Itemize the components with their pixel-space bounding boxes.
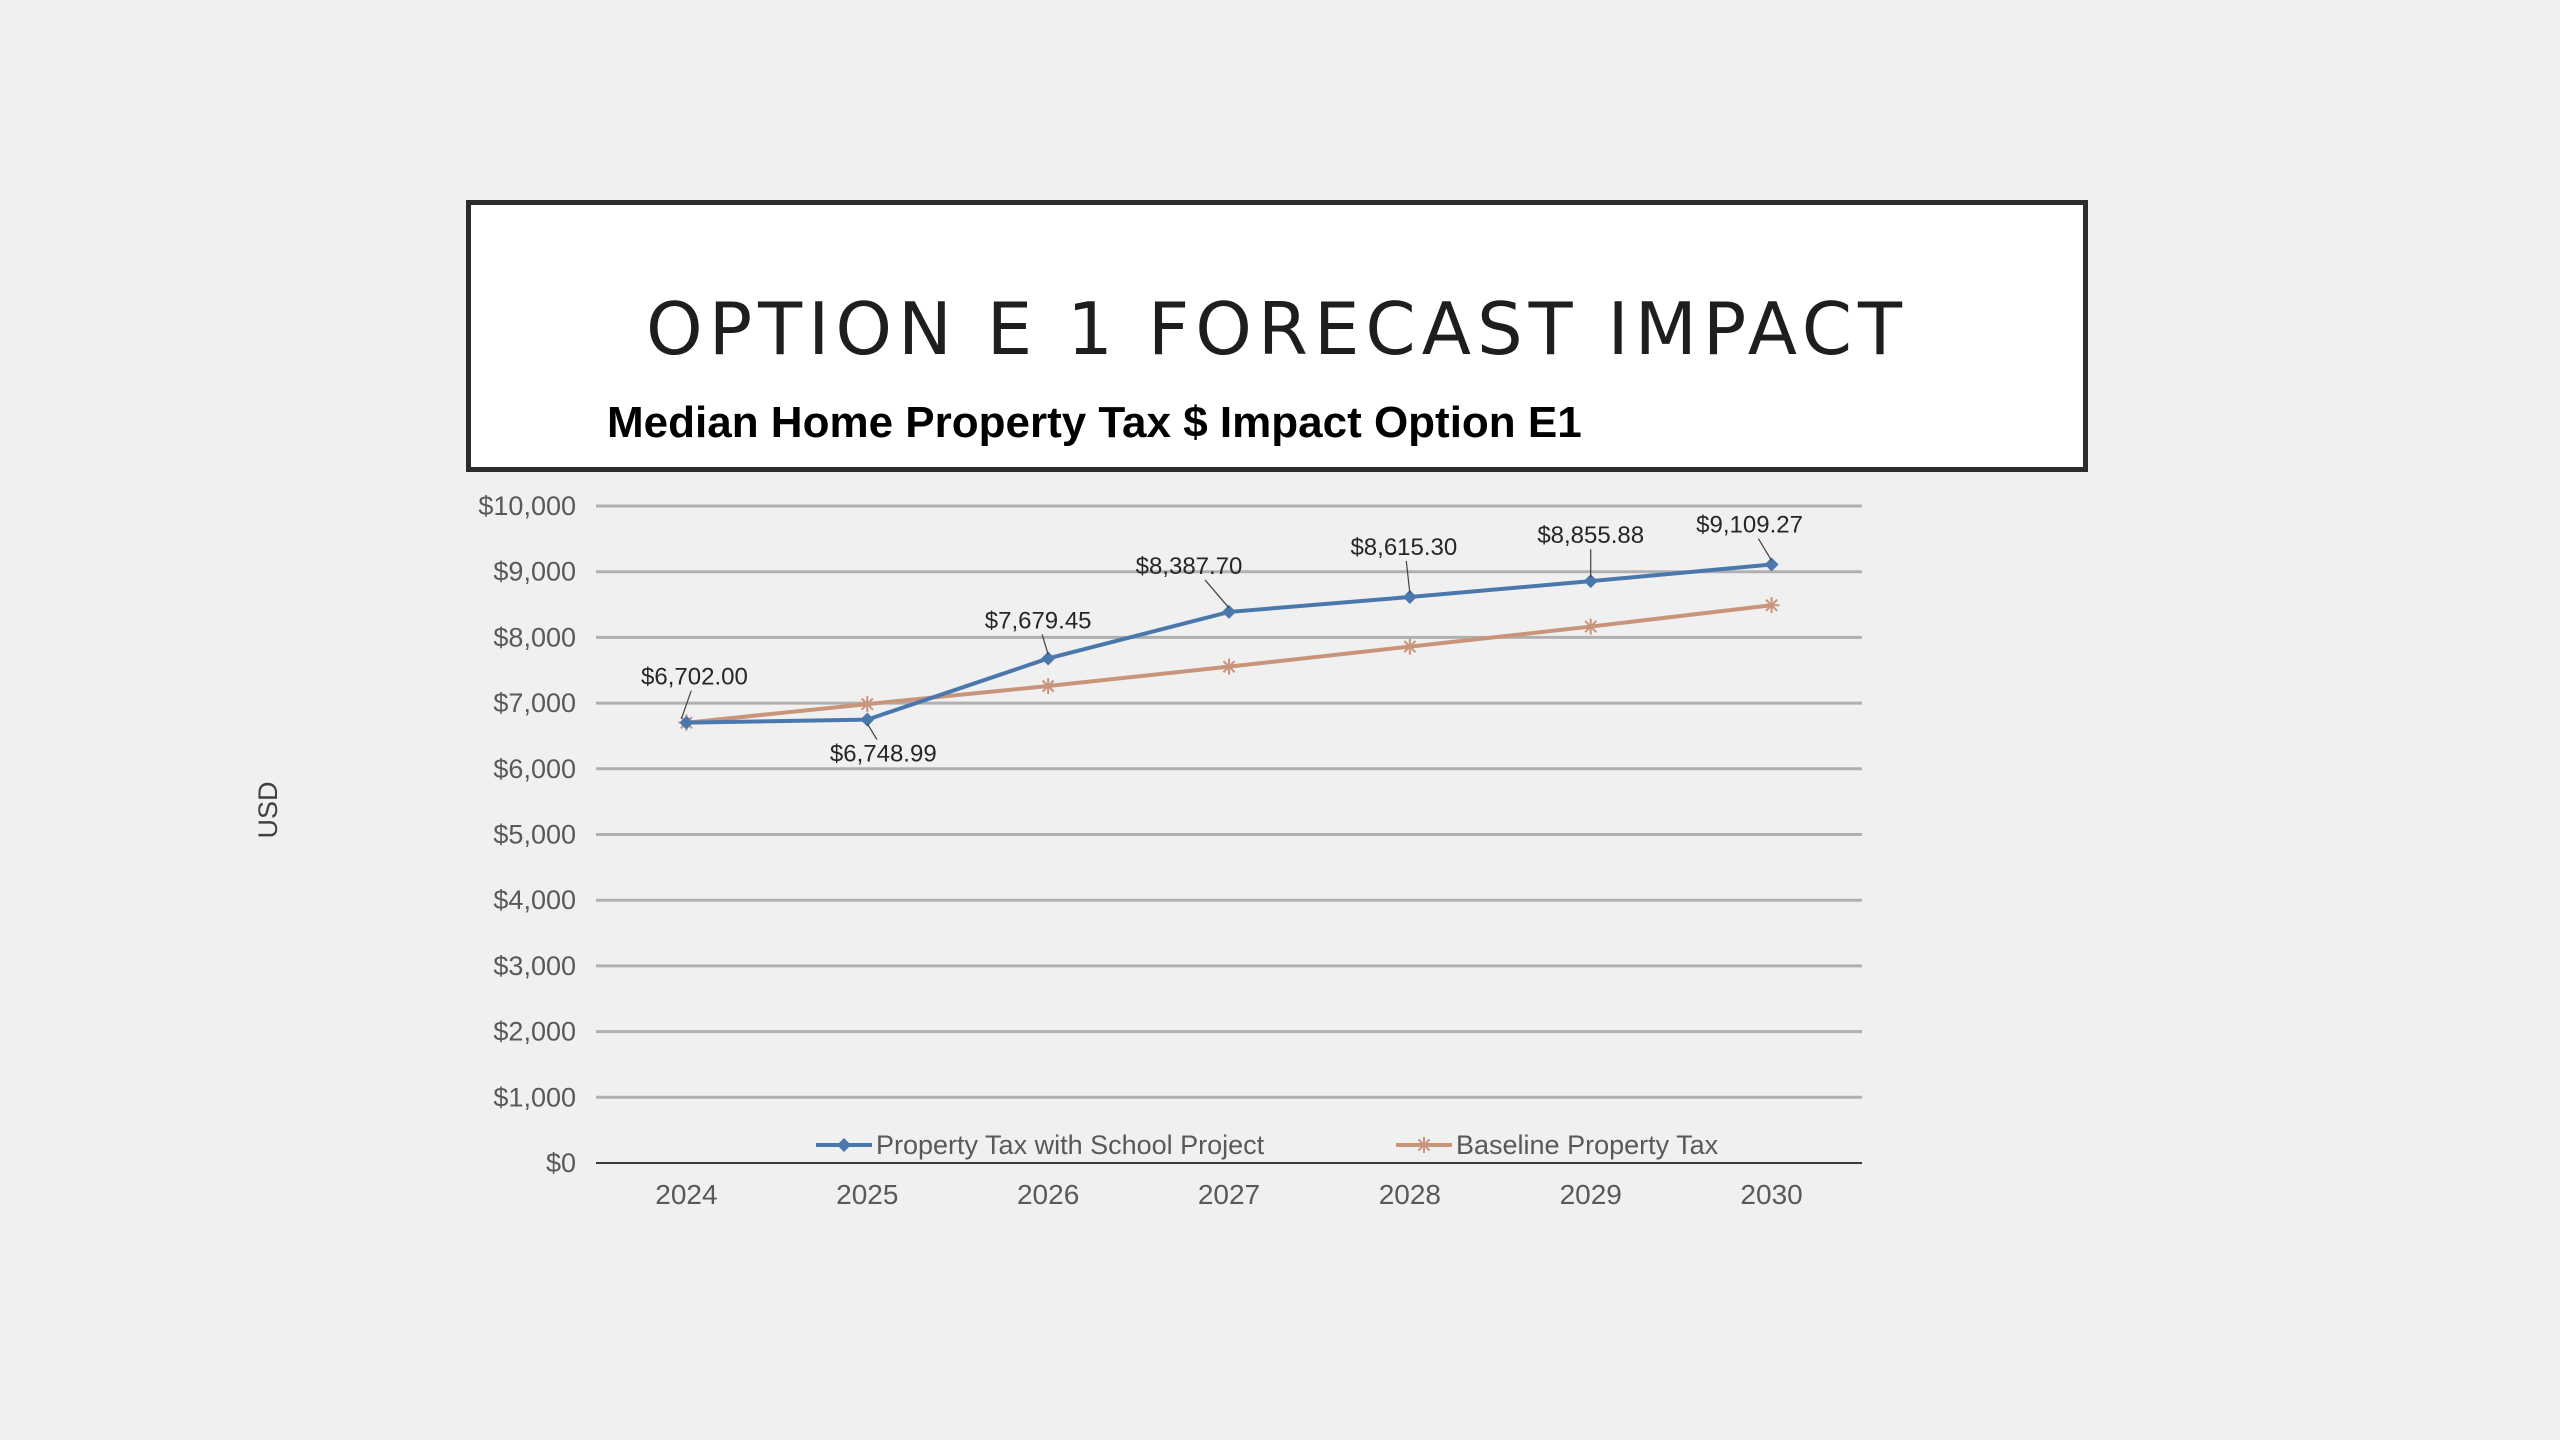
chart-title: Median Home Property Tax $ Impact Option…	[607, 398, 1582, 447]
data-label: $8,387.70	[1136, 553, 1243, 580]
x-tick-label: 2026	[1017, 1179, 1079, 1210]
leader-line	[1405, 560, 1411, 594]
series-point	[859, 696, 876, 713]
y-tick-label: $7,000	[493, 688, 576, 718]
leader-line	[866, 723, 878, 740]
y-tick-label: $4,000	[493, 885, 576, 915]
y-axis-ticks: $0 $1,000 $2,000 $3,000 $4,000 $5,000 $6,000 $7…	[478, 491, 576, 1178]
data-label: $6,702.00	[641, 664, 748, 691]
y-tick-label: $9,000	[493, 557, 576, 587]
series-point	[1402, 589, 1417, 604]
y-tick-label: $3,000	[493, 951, 576, 981]
leader-line	[680, 690, 692, 719]
y-tick-label: $0	[546, 1148, 576, 1178]
data-label: $8,855.88	[1537, 522, 1644, 549]
series-point	[1401, 638, 1418, 655]
series-point	[860, 712, 875, 727]
gridlines	[596, 504, 1862, 1164]
leader-line	[1757, 538, 1773, 561]
series-point	[1040, 678, 1057, 695]
slide-title: OPTION E 1 FORECAST IMPACT	[646, 287, 1908, 371]
data-label: $7,679.45	[985, 607, 1092, 634]
x-tick-label: 2028	[1379, 1179, 1441, 1210]
data-label: $9,109.27	[1696, 512, 1803, 539]
series-point	[1041, 651, 1056, 666]
y-axis-title: USD	[253, 781, 283, 838]
series-point	[1583, 574, 1598, 589]
data-labels: $6,702.00 $6,748.99 $7,679.45 $8,387.70 $8,6…	[641, 512, 1803, 768]
series-point	[1764, 557, 1779, 572]
leader-line	[1204, 579, 1230, 609]
data-label: $6,748.99	[830, 741, 937, 768]
series-point	[1221, 658, 1237, 675]
series-point	[1763, 597, 1780, 614]
series-point	[1582, 618, 1599, 635]
legend-label: Baseline Property Tax	[1456, 1130, 1719, 1160]
y-tick-label: $1,000	[493, 1082, 576, 1112]
legend: Property Tax with School Project Baseline…	[816, 1130, 1719, 1160]
y-tick-label: $10,000	[478, 491, 576, 521]
x-tick-label: 2027	[1198, 1179, 1260, 1210]
y-tick-label: $6,000	[493, 754, 576, 784]
y-tick-label: $5,000	[493, 820, 576, 850]
leader-line	[1041, 634, 1049, 655]
series-point	[1222, 604, 1236, 619]
series-point	[679, 715, 694, 730]
x-axis-ticks: 2024 2025 2026 2027 2028 2029 2030	[655, 1179, 1802, 1210]
title-box: OPTION E 1 FORECAST IMPACT Median Home P…	[466, 200, 2088, 472]
x-tick-label: 2029	[1560, 1179, 1622, 1210]
chart-series	[678, 557, 1780, 731]
x-tick-label: 2024	[655, 1179, 717, 1210]
series-point	[837, 1138, 851, 1152]
legend-label: Property Tax with School Project	[876, 1130, 1265, 1160]
data-label: $8,615.30	[1350, 534, 1457, 561]
x-tick-label: 2025	[836, 1179, 898, 1210]
x-tick-label: 2030	[1740, 1179, 1802, 1210]
series-line	[686, 562, 1772, 725]
y-tick-label: $2,000	[493, 1017, 576, 1047]
y-tick-label: $8,000	[493, 622, 576, 652]
series-point	[1416, 1137, 1432, 1153]
